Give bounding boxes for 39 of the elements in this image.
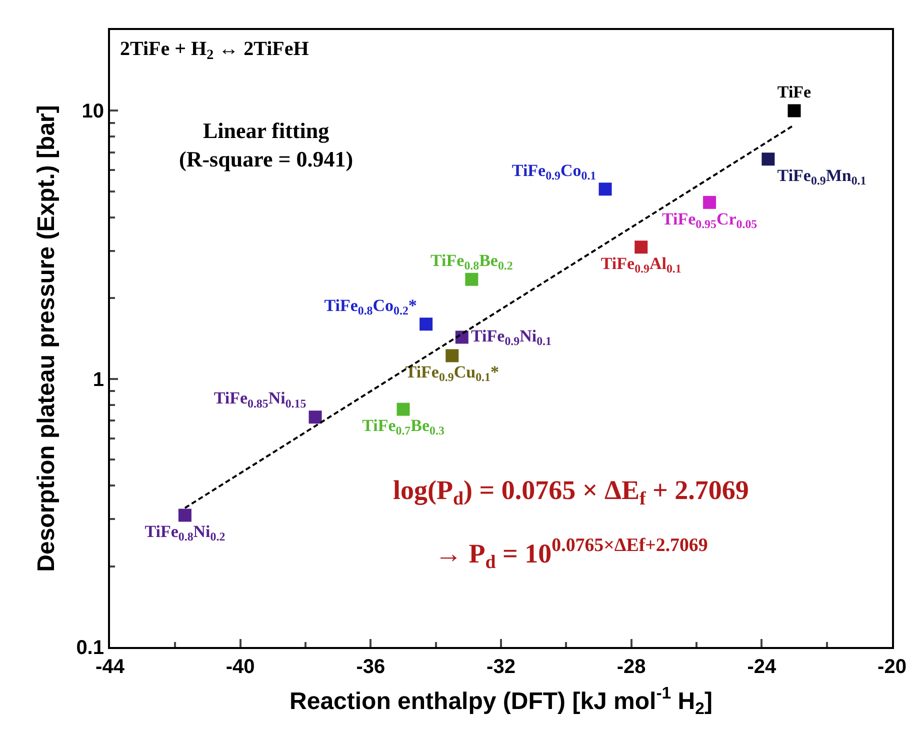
point: [598, 182, 612, 196]
series-label: TiFe$_{0.9}$Mn$_{0.1}$: [777, 166, 866, 188]
x-tick-label: -20: [878, 656, 906, 678]
series-label: TiFe$_{0.9}$Co$_{0.1}$: [512, 160, 596, 182]
series-label: TiFe$_{0.9}$Cu$_{0.1}$*: [405, 362, 499, 384]
point: [446, 349, 459, 362]
y-tick-label: 0.1: [76, 637, 104, 659]
x-tick-label: -40: [226, 656, 255, 678]
annotation: log(P$_{d}$) = 0.0765 × ΔE$_{f}$ + 2.7069: [393, 475, 749, 510]
y-tick-label: 1: [92, 368, 104, 391]
x-tick-label: -36: [356, 656, 386, 678]
series-label: TiFe$_{0.8}$Co$_{0.2}$*: [324, 296, 417, 318]
point: [420, 318, 433, 331]
series-label: TiFe$_{0.85}$Ni$_{0.15}$: [214, 388, 306, 410]
annotation: → P$_{d}$ = 10$^{0.0765×ΔEf+2.7069}$: [435, 535, 708, 574]
y-axis-title: Desorption plateau pressure (Expt.) [bar]: [32, 105, 60, 572]
series-label: TiFe$_{0.95}$Cr$_{0.05}$: [662, 209, 758, 231]
series-label: TiFe$_{0.8}$Ni$_{0.2}$: [144, 522, 226, 544]
point: [703, 196, 716, 209]
series-label: TiFe$_{0.9}$Al$_{0.1}$: [600, 254, 682, 276]
x-tick-label: -28: [616, 656, 646, 678]
point: [465, 272, 478, 286]
x-tick-label: -44: [96, 656, 126, 678]
series-label: TiFe$_{0.7}$Be$_{0.3}$: [362, 416, 444, 438]
x-tick-label: -24: [747, 656, 777, 678]
series-label: TiFe$_{0.9}$Ni$_{0.1}$: [471, 326, 552, 348]
point: [762, 152, 775, 166]
point: [178, 508, 192, 522]
y-tick-label: 10: [82, 100, 104, 123]
annotation: 2TiFe + H$_{2}$ ↔ 2TiFeH: [120, 38, 310, 64]
x-tick-label: -32: [486, 656, 516, 678]
annotation: Linear fitting (R-square = 0.941): [179, 118, 354, 172]
series-label: TiFe: [777, 82, 812, 102]
series-label: TiFe$_{0.8}$Be$_{0.2}$: [430, 250, 513, 273]
point: [634, 240, 648, 254]
point: [788, 104, 801, 118]
point: [396, 402, 410, 416]
point: [308, 410, 322, 424]
x-axis-title: Reaction enthalpy (DFT) [kJ mol$^{-1}$ H$_{2}$]: [290, 684, 712, 718]
